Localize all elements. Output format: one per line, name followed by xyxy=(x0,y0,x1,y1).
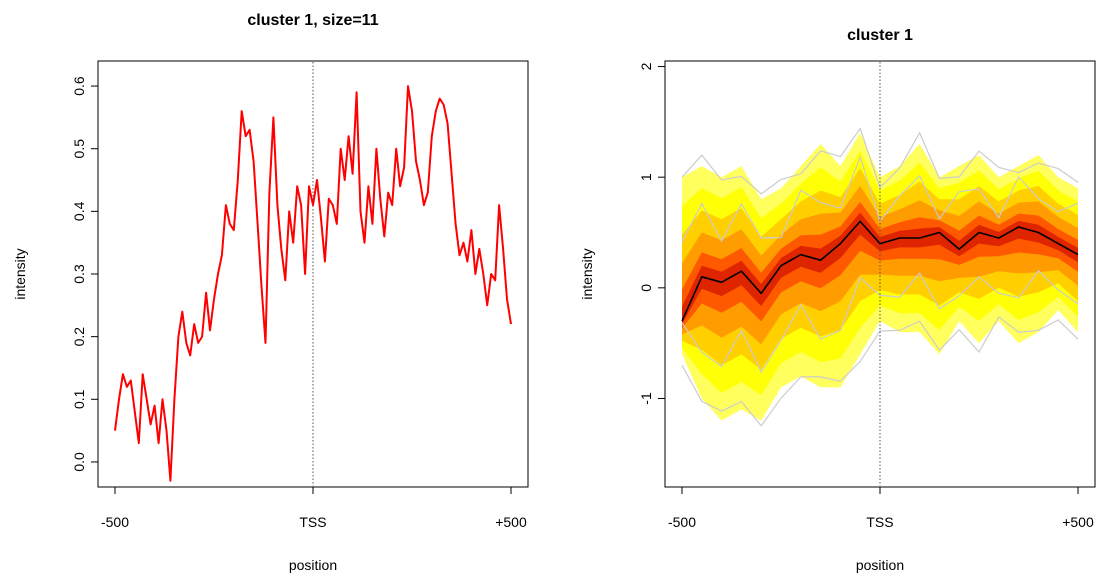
y-tick-label: 0.0 xyxy=(71,452,87,472)
x-axis: -500 TSS +500 xyxy=(668,487,1094,530)
chart-title: cluster 1, size=11 xyxy=(247,12,378,29)
x-axis: -500 TSS +500 xyxy=(101,487,527,530)
x-axis-label: position xyxy=(289,557,337,573)
x-tick-label: -500 xyxy=(668,514,696,530)
x-tick-label: -500 xyxy=(101,514,129,530)
y-tick-label: 0 xyxy=(638,284,654,292)
chart-cluster-quantiles: cluster 1 -1 0 1 2 -500 TSS +500 position int… xyxy=(579,27,1096,573)
chart-cluster-size: cluster 1, size=11 0.0 0.1 0.2 0.3 0.4 0.5 0.6… xyxy=(12,12,529,573)
plot-area xyxy=(114,62,512,486)
x-tick-label: +500 xyxy=(1062,514,1094,530)
mean-line xyxy=(681,220,1079,322)
profile-line xyxy=(681,154,1079,243)
plot-area xyxy=(681,62,1079,486)
y-tick-label: 0.1 xyxy=(71,389,87,409)
y-tick-label: 0.2 xyxy=(71,327,87,347)
x-tick-label: TSS xyxy=(299,514,326,530)
quantile-band xyxy=(682,212,1078,325)
y-tick-label: 2 xyxy=(638,62,654,70)
x-axis-label: position xyxy=(856,557,904,573)
y-tick-label: 0.6 xyxy=(71,76,87,96)
profile-line xyxy=(681,127,1079,195)
y-tick-label: 0.3 xyxy=(71,264,87,284)
x-tick-label: +500 xyxy=(495,514,527,530)
y-axis-label: intensity xyxy=(579,248,595,299)
chart-title: cluster 1 xyxy=(847,27,913,44)
x-tick-label: TSS xyxy=(866,514,893,530)
y-tick-label: 0.4 xyxy=(71,201,87,221)
y-tick-label: 1 xyxy=(638,173,654,181)
y-tick-label: -1 xyxy=(638,392,654,405)
y-axis: -1 0 1 2 xyxy=(638,62,665,405)
y-tick-label: 0.5 xyxy=(71,139,87,159)
profile-line xyxy=(681,269,1079,374)
series-line xyxy=(114,85,512,482)
profile-line xyxy=(681,316,1079,427)
y-axis: 0.0 0.1 0.2 0.3 0.4 0.5 0.6 xyxy=(71,76,98,472)
y-axis-label: intensity xyxy=(12,248,28,299)
